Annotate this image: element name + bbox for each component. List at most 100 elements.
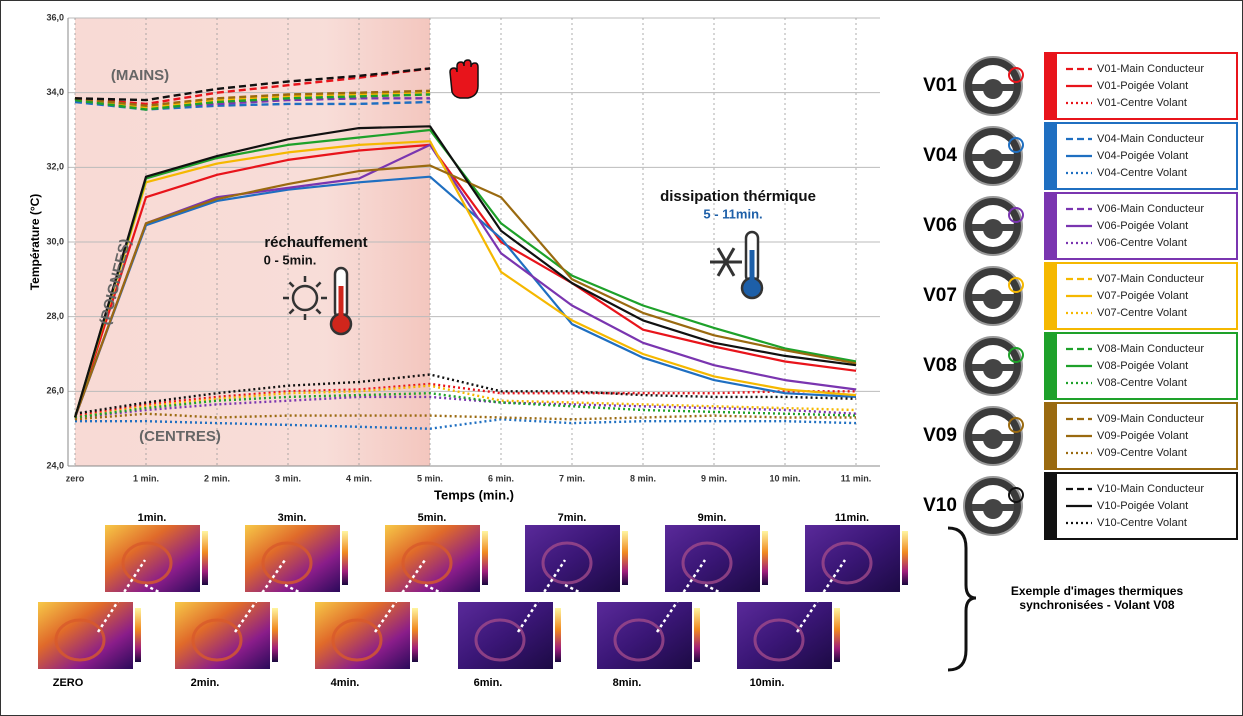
color-bar (412, 608, 418, 662)
color-bar (555, 608, 561, 662)
line-series (74, 91, 431, 109)
thermal-image (613, 618, 665, 662)
annotation: réchauffement (264, 234, 367, 251)
legend-label: V07-Main Conducteur (1097, 273, 1204, 285)
vehicle-label: V07 (923, 285, 957, 306)
legend-color-bar (1045, 263, 1057, 329)
caption: synchronisées - Volant V08 (1019, 598, 1174, 612)
sequence-arrow (233, 559, 287, 633)
legend-label: V09-Main Conducteur (1097, 413, 1204, 425)
vehicle-label: V08 (923, 355, 957, 376)
line-series (73, 125, 857, 418)
hand-icon (449, 59, 479, 99)
thermal-image (805, 525, 900, 592)
sun-icon (291, 284, 319, 312)
thermal-label: 5min. (418, 512, 447, 524)
thermal-image (245, 525, 340, 592)
line-series (74, 395, 857, 419)
thermal-image (191, 618, 243, 662)
snowflake-icon (716, 247, 736, 277)
legend-label: V06-Main Conducteur (1097, 203, 1204, 215)
color-bar (272, 608, 278, 662)
thermal-image (474, 618, 526, 662)
legend-label: V08-Main Conducteur (1097, 343, 1204, 355)
legend-label: V10-Centre Volant (1097, 517, 1187, 529)
wheel-icon (972, 84, 1014, 91)
thermal-image (525, 525, 620, 592)
line-series (74, 382, 856, 417)
thermal-image (458, 602, 553, 669)
vehicle-label: V04 (923, 145, 957, 166)
thermal-images: 1min. 3min. 5min. 7min. 9min. 11min. ZERO 2min.… (38, 512, 1183, 689)
legend-color-bar (1045, 123, 1057, 189)
y-tick-label: 28,0 (46, 311, 64, 321)
y-tick-label: 34,0 (46, 87, 64, 97)
y-axis-title: Température (°C) (28, 194, 42, 291)
sun-icon (288, 308, 295, 315)
x-tick-label: 8 min. (630, 473, 656, 483)
line-series (73, 164, 857, 418)
chart: 24,0 26,0 28,0 30,0 32,0 34,0 36,0 zero 1 min. 2 … (28, 12, 880, 502)
wheel-icon (972, 434, 1014, 441)
annotation: dissipation thérmique (660, 188, 816, 205)
x-axis-title: Temps (min.) (434, 487, 514, 502)
thermal-label: 7min. (558, 512, 587, 524)
legend: V01 V01-Main Conducteur V01-Poigée Volant V… (923, 52, 1238, 540)
legend-label: V06-Centre Volant (1097, 237, 1187, 249)
vehicle-label: V10 (923, 495, 957, 516)
color-bar (482, 531, 488, 585)
thermal-image (401, 541, 453, 585)
wheel-marker (1008, 137, 1024, 153)
legend-label: V01-Main Conducteur (1097, 63, 1204, 75)
vehicle-label: V01 (923, 75, 957, 96)
brace (947, 526, 977, 672)
legend-label: V04-Centre Volant (1097, 167, 1187, 179)
legend-label: V01-Centre Volant (1097, 97, 1187, 109)
sun-icon (315, 281, 322, 288)
legend-label: V10-Main Conducteur (1097, 483, 1204, 495)
y-tick-label: 32,0 (46, 162, 64, 172)
thermal-image (821, 541, 873, 585)
thermal-image (753, 618, 805, 662)
y-tick-label: 26,0 (46, 386, 64, 396)
legend-label: V09-Centre Volant (1097, 447, 1187, 459)
x-tick-label: 1 min. (133, 473, 159, 483)
wheel-marker (1008, 417, 1024, 433)
legend-color-bar (1045, 473, 1057, 539)
color-bar (762, 531, 768, 585)
sequence-arrow (655, 559, 707, 633)
sun-icon (288, 281, 295, 288)
thermal-label: ZERO (53, 677, 84, 689)
thermal-image (331, 618, 383, 662)
thermal-label: 6min. (474, 677, 503, 689)
wheel-marker (1008, 207, 1024, 223)
color-bar (834, 608, 840, 662)
x-tick-label: 4 min. (346, 473, 372, 483)
thermal-label: 8min. (613, 677, 642, 689)
color-bar (694, 608, 700, 662)
y-tick-label: 30,0 (46, 236, 64, 246)
wheel-marker (1008, 347, 1024, 363)
wheel-marker (1008, 67, 1024, 83)
wheel-icon (972, 294, 1014, 301)
caption: Exemple d'images thermiques (1011, 584, 1184, 598)
color-bar (202, 531, 208, 585)
annotation: (CENTRES) (139, 428, 221, 445)
annotation: 0 - 5min. (264, 252, 317, 267)
legend-label: V08-Centre Volant (1097, 377, 1187, 389)
color-bar (342, 531, 348, 585)
sequence-arrow (96, 559, 147, 633)
thermal-image (175, 602, 270, 669)
line-series (74, 412, 856, 421)
color-bar (622, 531, 628, 585)
thermal-label: 2min. (191, 677, 220, 689)
x-tick-label: 3 min. (275, 473, 301, 483)
sun-icon (315, 308, 322, 315)
thermometer-icon (749, 250, 755, 288)
annotation: 5 - 11min. (703, 206, 762, 221)
x-tick-label: 7 min. (559, 473, 585, 483)
vehicle-label: V09 (923, 425, 957, 446)
legend-label: V07-Poigée Volant (1097, 290, 1188, 302)
legend-color-bar (1045, 53, 1057, 119)
